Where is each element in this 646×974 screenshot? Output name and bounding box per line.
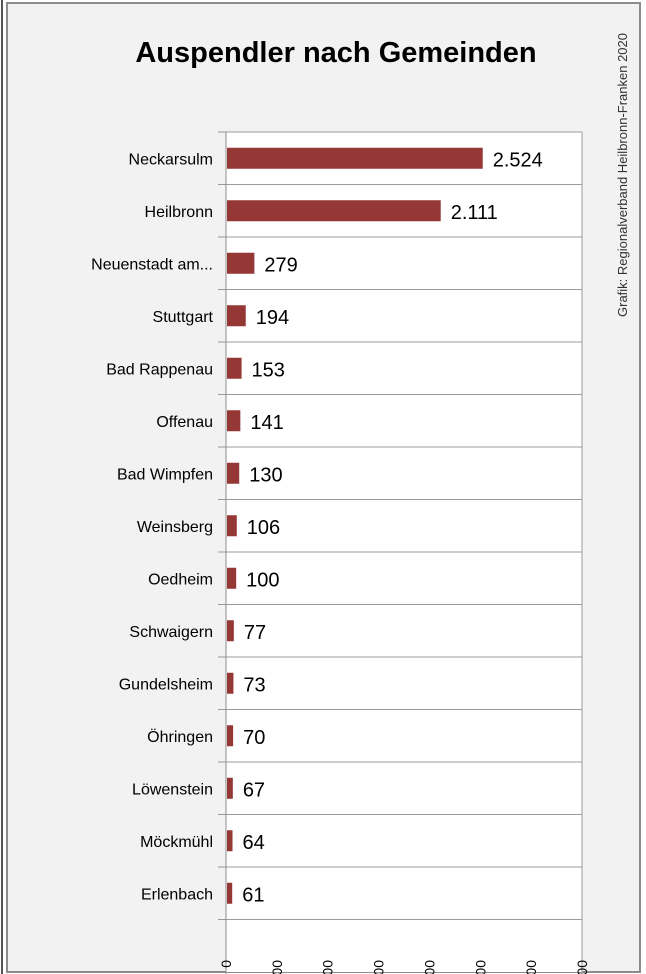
x-tick-label: 2.500 xyxy=(472,960,488,974)
source-credit: Grafik: Regionalverband Heilbronn-Franke… xyxy=(615,33,630,317)
category-label: Heilbronn xyxy=(145,204,213,221)
value-label: 153 xyxy=(252,359,285,381)
category-label: Schwaigern xyxy=(129,624,213,641)
value-label: 61 xyxy=(242,884,264,906)
bar-3 xyxy=(227,252,255,274)
bar-15 xyxy=(227,882,233,904)
bar-4 xyxy=(227,305,246,327)
x-tick-label: 3.000 xyxy=(523,960,539,974)
category-label: Möckmühl xyxy=(140,834,213,851)
category-label: Bad Rappenau xyxy=(106,361,213,378)
category-label: Offenau xyxy=(156,414,213,431)
bar-13 xyxy=(227,777,233,799)
category-label: Erlenbach xyxy=(141,886,213,903)
value-label: 130 xyxy=(249,464,282,486)
value-label: 2.524 xyxy=(493,149,543,171)
value-label: 106 xyxy=(247,517,280,539)
category-label: Gundelsheim xyxy=(119,676,213,693)
category-label: Oedheim xyxy=(148,571,213,588)
x-tick-labels: 0 500 1.000 1.500 2.000 2.500 3.000 3.500 xyxy=(218,960,590,974)
gridlines xyxy=(218,131,583,974)
value-label: 100 xyxy=(246,569,279,591)
value-label: 279 xyxy=(264,254,297,276)
bar-11 xyxy=(227,672,234,694)
value-label: 67 xyxy=(243,779,265,801)
value-label: 73 xyxy=(243,674,265,696)
bar-8 xyxy=(227,515,237,537)
category-label: Neuenstadt am... xyxy=(91,256,213,273)
bar-12 xyxy=(227,725,234,747)
bar-5 xyxy=(227,357,242,379)
x-tick-label: 1.500 xyxy=(371,960,387,974)
category-label: Neckarsulm xyxy=(129,151,213,168)
value-label: 70 xyxy=(243,727,265,749)
bar-7 xyxy=(227,462,240,484)
category-label: Löwenstein xyxy=(132,781,213,798)
value-label: 194 xyxy=(256,307,289,329)
value-label: 77 xyxy=(244,622,266,644)
category-labels: Neckarsulm Heilbronn Neuenstadt am... Stutt… xyxy=(91,151,213,903)
x-tick-label: 0 xyxy=(218,960,234,968)
bar-1 xyxy=(227,147,483,169)
bar-10 xyxy=(227,620,234,642)
category-label: Öhringen xyxy=(147,728,213,746)
value-label: 141 xyxy=(250,412,283,434)
value-labels: 2.524 2.111 279 194 153 141 130 106 100 77 73 70 67 6… xyxy=(242,149,543,906)
category-label: Bad Wimpfen xyxy=(117,466,213,483)
x-tick-label: 3.500 xyxy=(574,960,590,974)
chart-title: Auspendler nach Gemeinden xyxy=(135,37,536,69)
bars xyxy=(227,147,483,904)
bar-14 xyxy=(227,830,233,852)
x-tick-label: 500 xyxy=(269,960,285,974)
category-label: Stuttgart xyxy=(153,309,214,326)
value-label: 64 xyxy=(243,832,265,854)
bar-9 xyxy=(227,567,237,589)
category-label: Weinsberg xyxy=(137,519,213,536)
x-tick-label: 1.000 xyxy=(320,960,336,974)
value-label: 2.111 xyxy=(451,202,498,224)
bar-2 xyxy=(227,200,441,222)
bar-6 xyxy=(227,410,241,432)
x-tick-label: 2.000 xyxy=(421,960,437,974)
